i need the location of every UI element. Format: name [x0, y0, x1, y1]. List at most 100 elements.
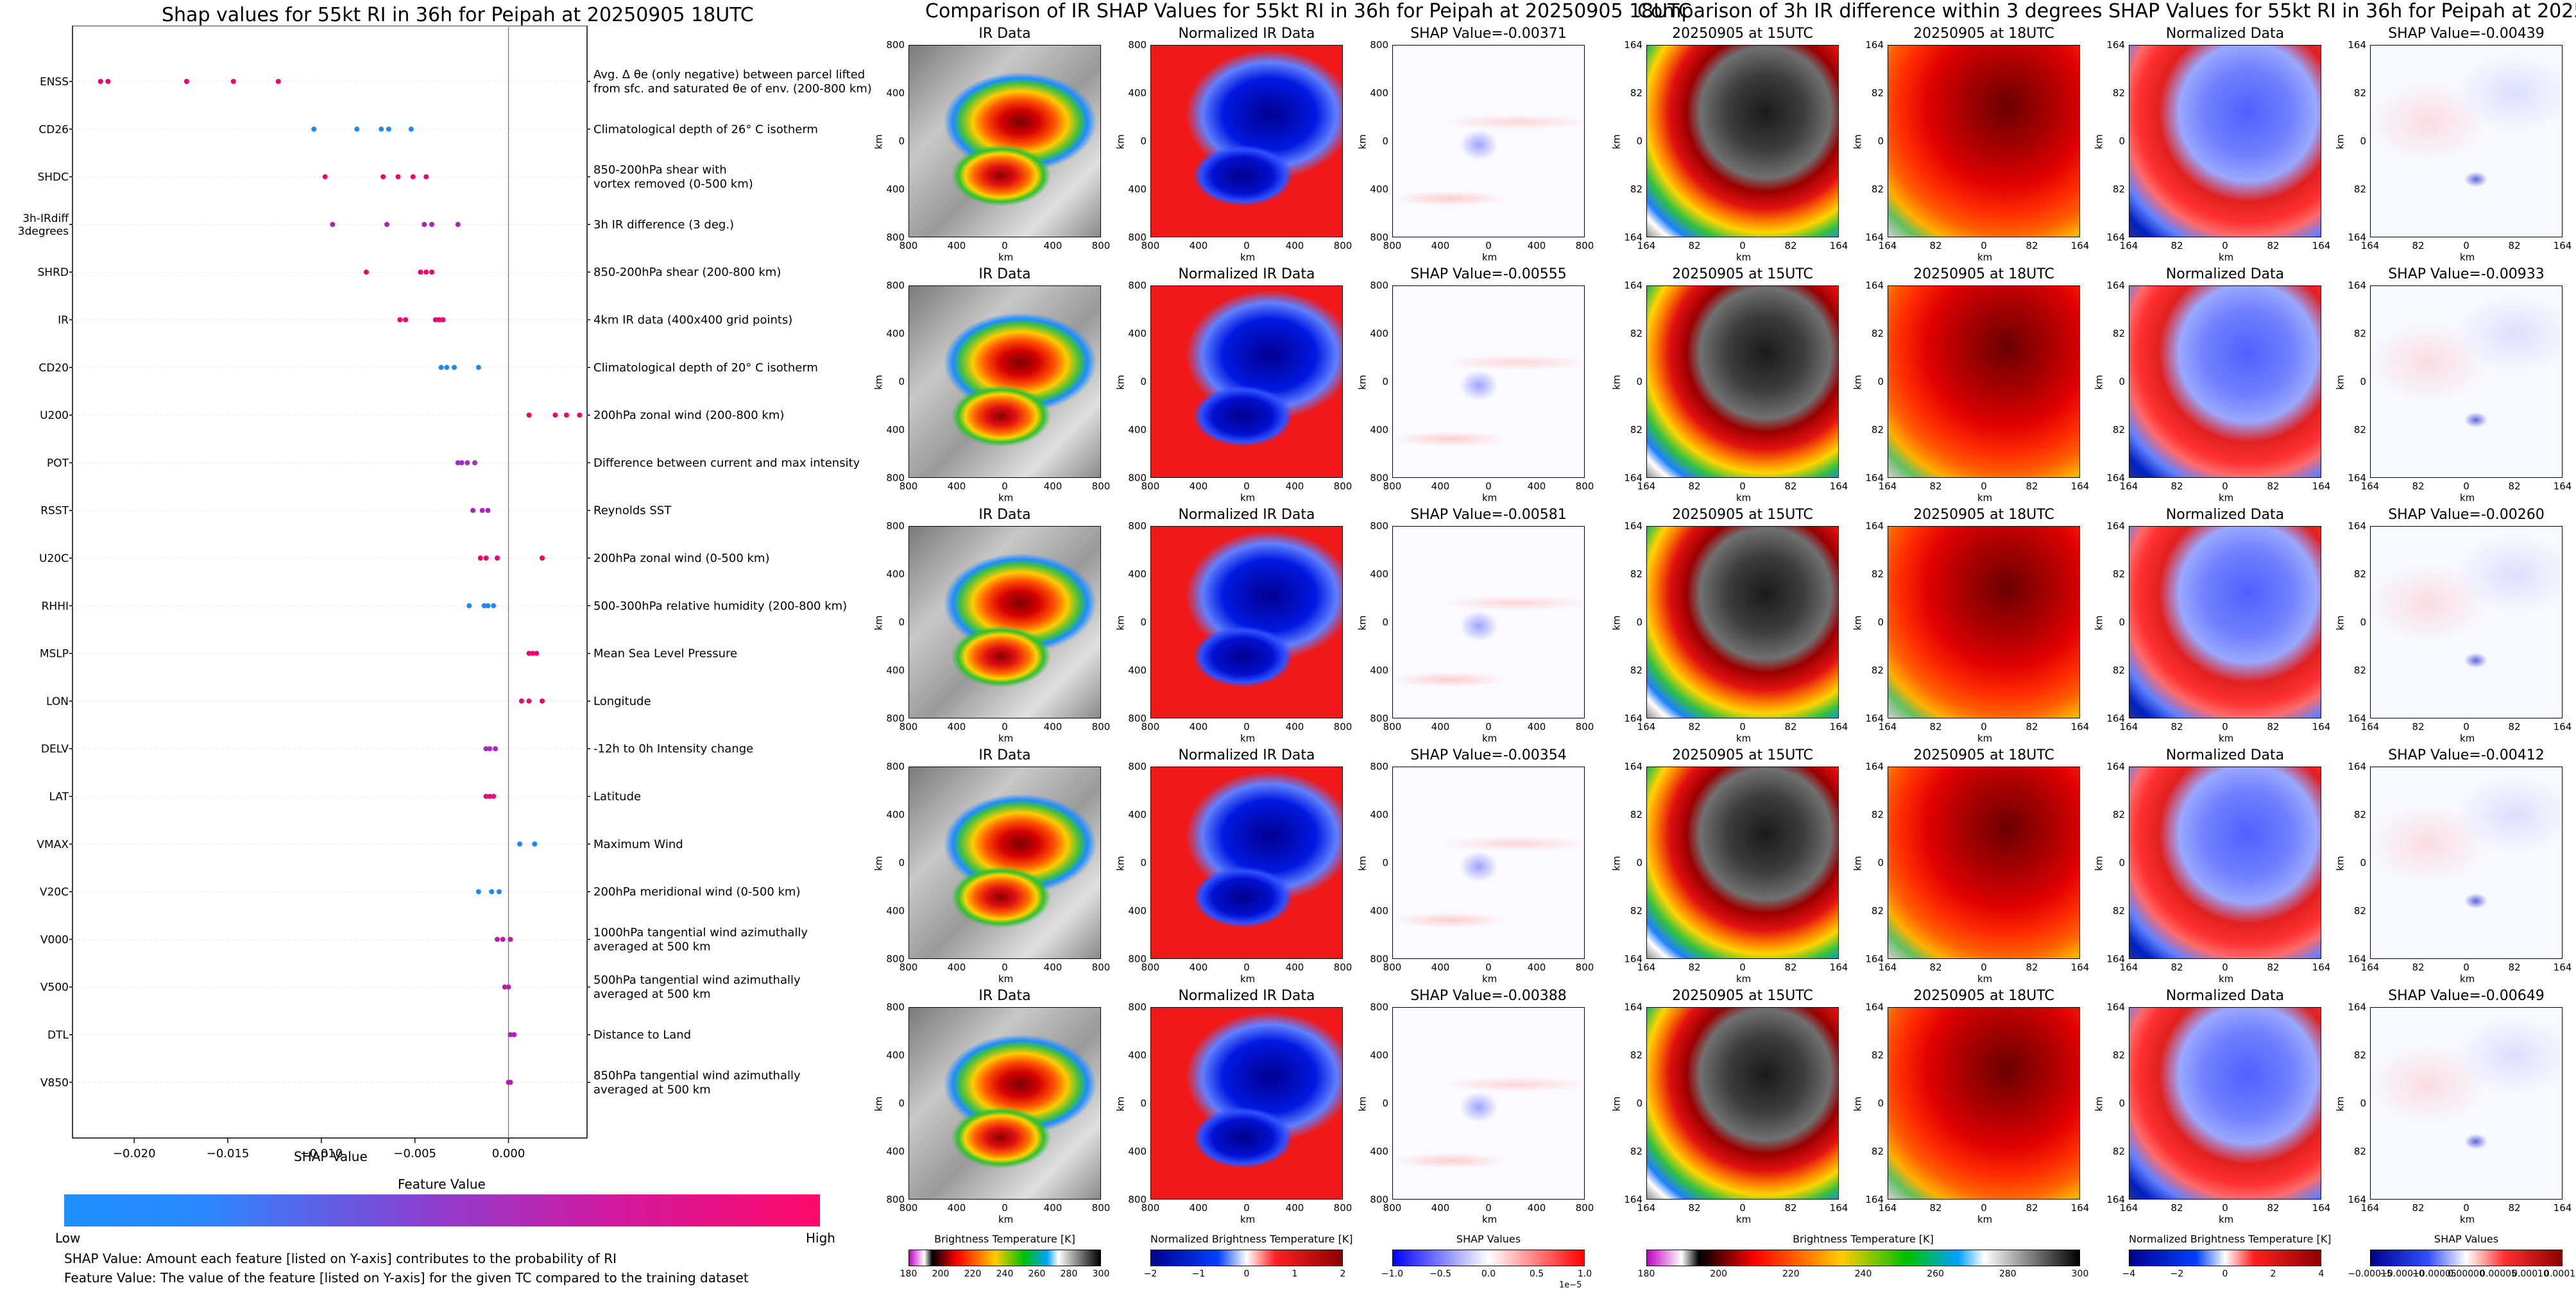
x-tick-label: 82 — [2412, 1202, 2425, 1214]
shap-point — [432, 317, 438, 323]
y-tick-label: 400 — [886, 809, 905, 820]
y-tick-label: 800 — [886, 953, 905, 965]
x-tick-label: 0 — [1981, 480, 1987, 492]
x-tick-label: 0 — [2463, 480, 2469, 492]
y-tick-label: 164 — [1865, 472, 1884, 484]
y-tick-label: 800 — [1370, 713, 1388, 724]
y-tick-label: 400 — [1370, 183, 1388, 195]
x-tick-label: 800 — [1575, 1202, 1594, 1214]
x-axis-km-label: km — [998, 1214, 1014, 1225]
y-tick-label: 82 — [2112, 183, 2125, 195]
feature-description: 1000hPa tangential wind azimuthally — [593, 926, 808, 939]
feature-code-label: U200 — [40, 409, 69, 422]
x-tick-label: 0 — [2222, 240, 2228, 251]
colorbar-tick-label: 0.00010 — [2512, 1269, 2549, 1279]
panel-title: Normalized Data — [2165, 26, 2285, 42]
x-tick-label: 800 — [899, 240, 918, 251]
y-tick-label: 400 — [1128, 328, 1147, 339]
y-tick-label: 0 — [1382, 1098, 1388, 1109]
x-tick-label: 800 — [1091, 480, 1111, 492]
colorbar-tick-label: 0.00000 — [2448, 1269, 2485, 1279]
shap-point — [491, 794, 497, 799]
x-tick-label: 800 — [1383, 721, 1402, 733]
x-tick-label: 82 — [1784, 721, 1797, 733]
y-axis-km-label: km — [2093, 134, 2105, 149]
shap-point — [470, 507, 476, 513]
colorbar-tick-label: 260 — [1927, 1269, 1945, 1279]
x-axis-km-label: km — [998, 492, 1014, 504]
colorbar-label: Normalized Brightness Temperature [K] — [1150, 1233, 1353, 1245]
x-tick-label: 164 — [2119, 962, 2138, 973]
y-tick-label: 800 — [1128, 1194, 1147, 1205]
feature-description: 850-200hPa shear (200-800 km) — [593, 266, 781, 279]
ir-data-panel — [908, 767, 1101, 959]
y-tick-label: 0 — [2360, 1098, 2366, 1109]
shap-point — [183, 79, 189, 84]
y-tick-label: 82 — [1630, 328, 1642, 339]
y-tick-label: 800 — [886, 1001, 905, 1013]
x-tick-label: 0 — [2222, 721, 2228, 733]
x-tick-label: 800 — [1091, 721, 1111, 733]
ir-15utc-panel — [1646, 45, 1839, 237]
x-tick-label: 400 — [1285, 240, 1304, 251]
y-tick-label: 82 — [2112, 905, 2125, 917]
y-tick-label: 0 — [1140, 857, 1147, 869]
x-tick-label: 400 — [1189, 1202, 1208, 1214]
x-axis-km-label: km — [2460, 973, 2475, 985]
x-tick-label: 164 — [2553, 962, 2572, 973]
x-tick-label: 400 — [1527, 240, 1546, 251]
y-tick-label: 82 — [2112, 1146, 2125, 1157]
feature-description: -12h to 0h Intensity change — [593, 742, 753, 756]
y-tick-label: 400 — [1128, 1049, 1147, 1061]
y-tick-label: 0 — [2360, 376, 2366, 387]
feature-code-label: RSST — [40, 505, 69, 518]
normalized-ir-panel — [1150, 526, 1343, 718]
y-tick-label: 800 — [1128, 39, 1147, 51]
y-tick-label: 164 — [2348, 232, 2366, 243]
x-tick-label: 0 — [1243, 240, 1250, 251]
normalized-bt-colorbar — [1150, 1250, 1343, 1266]
y-tick-label: 0 — [1636, 376, 1642, 387]
y-tick-label: 0 — [2119, 135, 2125, 147]
y-tick-label: 164 — [2106, 472, 2125, 484]
shap-point — [363, 269, 369, 275]
feature-code-label: 3h-IRdiff — [22, 212, 69, 225]
y-tick-label: 800 — [1370, 520, 1388, 532]
y-tick-label: 800 — [1128, 520, 1147, 532]
x-axis-km-label: km — [998, 733, 1014, 744]
x-tick-label: 82 — [1688, 240, 1701, 251]
x-tick-label: 400 — [947, 962, 966, 973]
y-tick-label: 82 — [2353, 87, 2366, 99]
y-axis-km-label: km — [2093, 615, 2105, 631]
feature-value-colorbar — [64, 1194, 820, 1226]
y-tick-label: 164 — [2106, 39, 2125, 51]
feature-code-label: 3degrees — [18, 225, 69, 238]
x-tick-label: 0 — [1002, 480, 1008, 492]
x-tick-label: 82 — [1688, 1202, 1701, 1214]
x-axis-km-label: km — [1977, 973, 1993, 985]
panel-title: 20250905 at 18UTC — [1913, 507, 2054, 523]
y-tick-label: 164 — [1865, 1001, 1884, 1013]
shap-point — [487, 794, 493, 799]
colorbar-tick-label: 220 — [1782, 1269, 1800, 1279]
ir-18utc-panel — [1888, 767, 2080, 959]
x-tick-label: 82 — [2171, 962, 2183, 973]
normalized-ir-panel — [1150, 1007, 1343, 1200]
shap-point — [491, 603, 497, 609]
x-tick-label: 164 — [1878, 240, 1897, 251]
x-tick-label: 164 — [1829, 240, 1848, 251]
shap-point — [526, 698, 532, 704]
y-tick-label: 82 — [2112, 424, 2125, 436]
x-tick-label: 0 — [1243, 721, 1250, 733]
shap-point — [440, 317, 446, 323]
x-tick-label: 800 — [1575, 480, 1594, 492]
y-tick-label: 164 — [2106, 280, 2125, 291]
x-tick-label: 0 — [1981, 1202, 1987, 1214]
feature-description: Maximum Wind — [593, 838, 683, 851]
y-tick-label: 800 — [1128, 280, 1147, 291]
shap-values-colorbar — [1392, 1250, 1585, 1266]
y-axis-km-label: km — [873, 134, 885, 149]
shap-ir-panel — [1392, 526, 1585, 718]
ir-18utc-panel — [1888, 45, 2080, 237]
colorbar-tick-label: −2 — [1143, 1269, 1157, 1279]
